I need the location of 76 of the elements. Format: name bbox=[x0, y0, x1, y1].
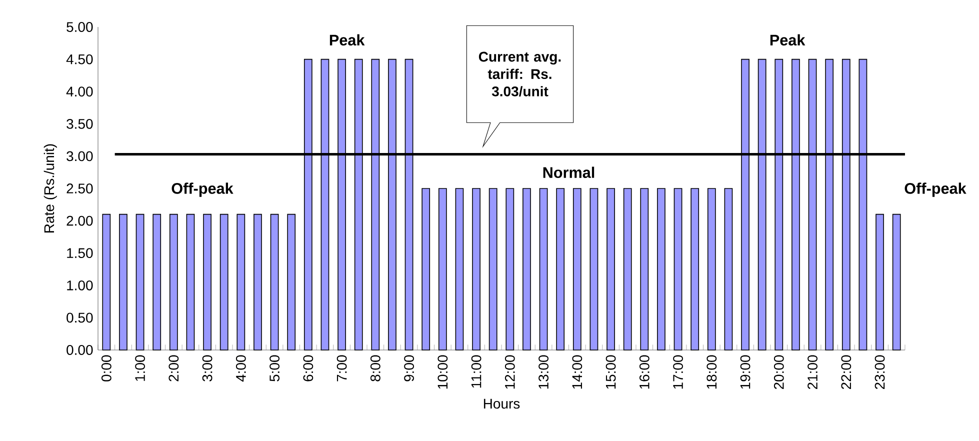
x-tick-label: 4:00 bbox=[236, 355, 246, 382]
bar bbox=[488, 188, 498, 350]
bar bbox=[119, 214, 128, 350]
y-tick-label: 1.50 bbox=[67, 248, 93, 258]
y-tick-label: 4.00 bbox=[66, 86, 93, 97]
ref-line-label: Current avg. tariff: Rs. 3.03/unit bbox=[478, 52, 561, 96]
x-tick-label: 10:00 bbox=[438, 355, 448, 389]
bar bbox=[152, 214, 162, 350]
bar bbox=[724, 188, 733, 350]
annotation: Off-peak bbox=[904, 182, 966, 197]
y-tick-label: 3.00 bbox=[66, 151, 93, 162]
y-tick-label: 0.50 bbox=[66, 312, 93, 323]
x-tick-label: 16:00 bbox=[639, 355, 650, 389]
annotation: Off-peak bbox=[172, 182, 234, 197]
bar bbox=[236, 214, 246, 350]
bar bbox=[640, 188, 649, 350]
bar bbox=[438, 188, 447, 350]
x-tick-label: 2:00 bbox=[168, 355, 179, 382]
y-tick-label: 5.00 bbox=[66, 22, 93, 32]
bar bbox=[707, 188, 716, 350]
bar bbox=[287, 214, 296, 350]
y-tick-label: 2.50 bbox=[66, 184, 93, 194]
x-tick-label: 1:00 bbox=[135, 355, 146, 381]
y-tick-label: 1.00 bbox=[67, 280, 93, 290]
x-tick-label: 3:00 bbox=[202, 355, 212, 382]
bar bbox=[539, 188, 548, 350]
x-tick-label: 0:00 bbox=[101, 355, 112, 382]
x-tick-label: 12:00 bbox=[504, 355, 515, 389]
y-tick-label: 4.50 bbox=[66, 54, 93, 64]
bar bbox=[472, 188, 480, 350]
x-tick-label: 15:00 bbox=[606, 355, 616, 389]
bar bbox=[556, 188, 565, 350]
bar bbox=[455, 188, 464, 350]
bar bbox=[169, 214, 178, 350]
x-tick-label: 5:00 bbox=[270, 355, 280, 382]
x-tick-label: 6:00 bbox=[303, 355, 314, 382]
bar bbox=[657, 188, 666, 350]
bar bbox=[876, 214, 884, 350]
x-tick-label: 20:00 bbox=[774, 355, 784, 390]
x-tick-label: 22:00 bbox=[841, 355, 852, 390]
bar bbox=[506, 188, 514, 350]
x-tick-label: 14:00 bbox=[572, 355, 582, 389]
bar bbox=[623, 188, 632, 350]
y-tick-label: 3.50 bbox=[66, 118, 93, 129]
bar bbox=[203, 214, 212, 350]
x-axis-title: Hours bbox=[484, 398, 520, 409]
annotation: Peak bbox=[770, 34, 806, 46]
bar bbox=[606, 188, 615, 350]
bar bbox=[270, 214, 279, 350]
x-tick-label: 11:00 bbox=[471, 355, 482, 388]
bar bbox=[522, 188, 531, 350]
x-tick-label: 17:00 bbox=[673, 355, 683, 389]
bar bbox=[572, 188, 582, 350]
x-tick-label: 18:00 bbox=[706, 355, 717, 389]
annotation: Peak bbox=[330, 34, 365, 46]
bar bbox=[892, 214, 901, 350]
bar bbox=[220, 214, 228, 350]
bar bbox=[690, 188, 700, 350]
x-tick-label: 23:00 bbox=[874, 355, 885, 390]
bar bbox=[422, 188, 430, 350]
x-tick-label: 21:00 bbox=[808, 355, 818, 390]
y-tick-label: 2.00 bbox=[66, 216, 93, 226]
bar bbox=[136, 214, 144, 350]
bar bbox=[254, 214, 262, 350]
bar bbox=[590, 188, 598, 350]
x-tick-label: 9:00 bbox=[404, 355, 414, 382]
y-axis-title: Rate (Rs./unit) bbox=[44, 144, 57, 232]
bar bbox=[186, 214, 195, 350]
x-tick-label: 13:00 bbox=[538, 355, 548, 389]
annotation: Normal bbox=[543, 166, 594, 178]
y-tick-label: 0.00 bbox=[66, 345, 93, 355]
bar bbox=[102, 214, 111, 350]
x-tick-label: 19:00 bbox=[740, 355, 750, 389]
bar bbox=[674, 188, 682, 350]
x-tick-label: 8:00 bbox=[370, 355, 380, 382]
x-tick-label: 7:00 bbox=[336, 355, 347, 382]
